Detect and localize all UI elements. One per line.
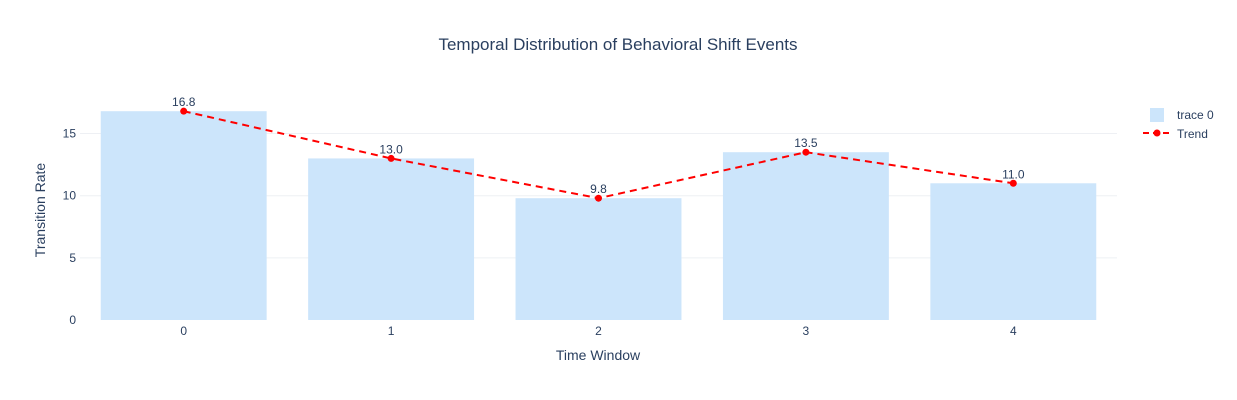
x-tick-label: 4 (1010, 324, 1017, 338)
data-label: 13.5 (794, 136, 818, 150)
trend-line-layer (180, 107, 1017, 202)
legend-item-trace-0[interactable]: trace 0 (1150, 108, 1214, 122)
axis-layer: 0 5 10 15 0 1 2 3 4 (63, 127, 1017, 338)
x-tick-label: 1 (388, 324, 395, 338)
legend[interactable]: trace 0 Trend (1143, 108, 1214, 141)
y-axis-title: Transition Rate (32, 163, 48, 258)
bar (308, 158, 475, 320)
legend-label-trace-0: trace 0 (1177, 108, 1214, 122)
y-tick-label: 0 (69, 313, 76, 327)
data-label: 11.0 (1002, 167, 1025, 181)
legend-label-trend: Trend (1177, 127, 1208, 141)
bar (100, 111, 267, 321)
data-label: 9.8 (590, 182, 607, 196)
data-labels-layer: 16.8 13.0 9.8 13.5 11.0 (172, 95, 1025, 196)
x-axis-title: Time Window (556, 347, 641, 363)
trend-marker (1009, 179, 1017, 187)
bars-layer (100, 111, 1097, 321)
data-label: 16.8 (172, 95, 196, 109)
trend-marker (180, 107, 188, 115)
y-tick-label: 10 (63, 189, 77, 203)
legend-item-trend[interactable]: Trend (1143, 127, 1208, 141)
y-tick-label: 15 (63, 127, 77, 141)
legend-marker-swatch (1153, 129, 1161, 137)
x-tick-label: 2 (595, 324, 602, 338)
bar (722, 152, 889, 320)
x-tick-label: 0 (180, 324, 187, 338)
legend-bar-swatch (1150, 108, 1164, 122)
x-tick-label: 3 (803, 324, 810, 338)
chart-title: Temporal Distribution of Behavioral Shif… (438, 35, 797, 54)
bar (930, 183, 1097, 320)
trend-marker (387, 154, 395, 162)
trend-marker (802, 148, 810, 156)
bar (515, 198, 682, 320)
y-tick-label: 5 (69, 251, 76, 265)
data-label: 13.0 (379, 142, 403, 156)
trend-marker (595, 194, 602, 202)
